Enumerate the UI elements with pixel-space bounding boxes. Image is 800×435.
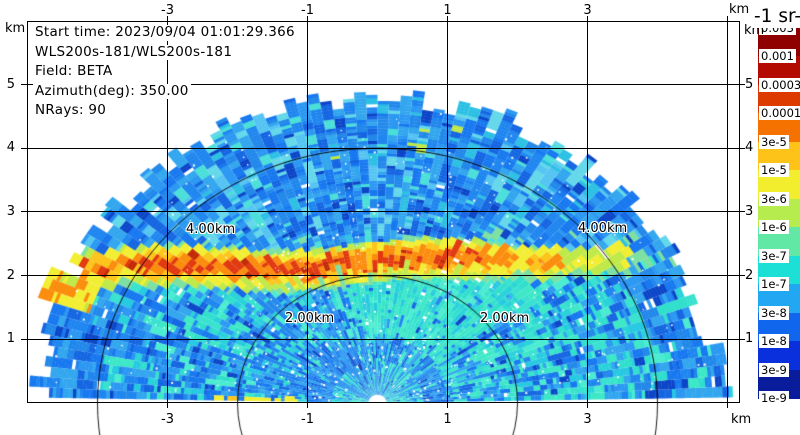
colorbar-tick-label-1e-9: 1e-9	[759, 391, 789, 405]
range-ring-label-2km-right: 2.00km	[480, 311, 530, 326]
tick-left-y-4	[21, 147, 27, 149]
colorbar-tick-label-0.0003: 0.0003	[759, 77, 800, 92]
x-tick-label-bottom-3: 3	[583, 412, 592, 427]
y-tick-label-right-4: 4	[745, 140, 754, 156]
tick-left-y-3	[21, 211, 27, 213]
colorbar-tick-label-1e-5: 1e-5	[759, 163, 789, 178]
gridline-y-5	[27, 84, 740, 85]
gridline-y-4	[27, 147, 740, 149]
y-tick-label-left-2: 2	[6, 267, 15, 283]
y-tick-label-right-5: 5	[745, 76, 754, 92]
tick-bottom-x-1	[447, 403, 448, 408]
tick-top-x-5	[727, 16, 728, 21]
tick-bottom-x-3	[587, 403, 588, 408]
tick-left-y-1	[21, 338, 27, 340]
x-tick-label-bottom--1: -1	[301, 412, 314, 427]
colorbar: 0.003 0.001 0.0003 0.0001 3e-5 1e-5 3e-6 1e-6 3e…	[758, 21, 800, 405]
colorbar-tick-label-1e-8: 1e-8	[759, 334, 789, 349]
y-tick-label-right-2: 2	[745, 267, 754, 283]
y-tick-label-left-4: 4	[6, 140, 15, 156]
gridline-y-3	[27, 211, 740, 213]
colorbar-tick-label-1e-7: 1e-7	[759, 277, 789, 292]
x-tick-label-top-1: 1	[443, 3, 452, 18]
x-tick-label-top-3: 3	[583, 3, 592, 18]
x-tick-label-bottom-1: 1	[443, 412, 452, 427]
tick-right-y-5	[740, 84, 745, 85]
colorbar-tick-label-1e-6: 1e-6	[759, 220, 789, 235]
y-tick-label-left-3: 3	[6, 203, 15, 219]
header-field: Field: BETA	[33, 63, 115, 80]
y-tick-label-right-3: 3	[745, 203, 754, 219]
header-nrays: NRays: 90	[33, 102, 109, 119]
tick-right-y-3	[740, 211, 745, 213]
colorbar-tick-label-0.0001: 0.0001	[759, 106, 800, 121]
tick-top-x--3	[167, 16, 168, 21]
tick-bottom-x--3	[167, 403, 168, 408]
y-tick-label-left-1: 1	[6, 331, 15, 347]
range-ring-label-4km-left: 4.00km	[186, 222, 236, 237]
header-start-time: Start time: 2023/09/04 01:01:29.366	[33, 24, 297, 41]
tick-left-y-2	[21, 275, 27, 277]
colorbar-units-label: -1 sr-1	[752, 5, 800, 28]
y-tick-label-right-1: 1	[745, 331, 754, 347]
colorbar-tick-label-3e-8: 3e-8	[759, 305, 789, 320]
tick-top-x-3	[587, 16, 588, 21]
header-system-name: WLS200s-181/WLS200s-181	[33, 43, 235, 60]
y-axis-unit-left: km	[5, 21, 26, 36]
gridline-y-1	[27, 338, 740, 340]
gridline-y-2	[27, 275, 740, 277]
header-azimuth: Azimuth(deg): 350.00	[33, 82, 191, 99]
scan-header-block: Start time: 2023/09/04 01:01:29.366 WLS2…	[33, 25, 297, 123]
colorbar-tick-label-3e-7: 3e-7	[759, 248, 789, 263]
tick-right-y-1	[740, 338, 745, 340]
tick-bottom-x-5	[727, 403, 728, 408]
colorbar-tick-label-0.001: 0.001	[759, 49, 796, 64]
y-tick-label-left-5: 5	[6, 76, 15, 92]
range-ring-label-2km-left: 2.00km	[285, 311, 335, 326]
tick-top-x-1	[447, 16, 448, 21]
tick-left-y-5	[21, 84, 27, 85]
colorbar-tick-label-3e-5: 3e-5	[759, 134, 789, 149]
tick-right-y-4	[740, 147, 745, 149]
range-ring-label-4km-right: 4.00km	[578, 221, 628, 236]
tick-top-x--1	[307, 16, 308, 21]
x-axis-unit-bottom: km	[731, 412, 752, 427]
x-tick-label-top--3: -3	[161, 3, 174, 18]
x-axis-unit-top: km	[729, 2, 750, 17]
x-tick-label-top--1: -1	[301, 3, 314, 18]
tick-right-y-2	[740, 275, 745, 277]
colorbar-tick-label-3e-9: 3e-9	[759, 362, 789, 377]
tick-bottom-x--1	[307, 403, 308, 408]
colorbar-tick-label-3e-6: 3e-6	[759, 191, 789, 206]
x-tick-label-bottom--3: -3	[161, 412, 174, 427]
